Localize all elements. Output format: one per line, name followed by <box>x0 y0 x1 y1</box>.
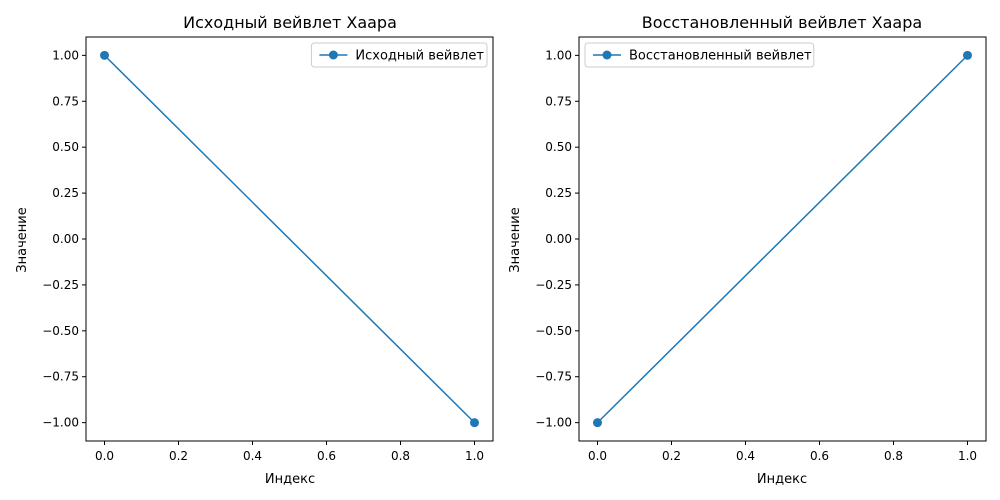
x-tick-label: 0.0 <box>95 449 114 463</box>
y-tick-label: 0.00 <box>52 232 79 246</box>
x-tick-label: 0.8 <box>391 449 410 463</box>
legend-label: Восстановленный вейвлет <box>629 49 812 64</box>
legend-marker-swatch <box>602 50 612 60</box>
data-point <box>593 418 602 428</box>
y-tick-label: −1.00 <box>535 416 572 430</box>
y-tick-label: −0.50 <box>42 324 79 338</box>
y-axis-label: Значение <box>15 207 30 272</box>
y-tick-label: 1.00 <box>52 48 79 62</box>
legend-label: Исходный вейвлет <box>355 49 484 64</box>
y-tick-label: 0.25 <box>52 186 79 200</box>
data-point <box>963 50 972 60</box>
legend-box <box>310 42 488 68</box>
series-line <box>103 54 476 424</box>
chart-original-wavelet: Исходный вейвлет Хаара Индекс Значение 0… <box>15 13 494 487</box>
y-tick-label: 0.75 <box>545 94 572 108</box>
x-axis-label: Индекс <box>757 472 807 487</box>
y-tick-label: 0.00 <box>545 232 572 246</box>
y-tick-label: −0.25 <box>42 278 79 292</box>
x-tick-label: 0.2 <box>169 449 188 463</box>
legend-marker-swatch <box>328 50 338 60</box>
y-tick-label: 0.25 <box>545 186 572 200</box>
legend: Восстановленный вейвлет <box>584 42 815 68</box>
y-tick-label: 0.50 <box>545 140 572 154</box>
y-tick-label: −0.75 <box>535 370 572 384</box>
chart-title: Восстановленный вейвлет Хаара <box>642 13 922 32</box>
x-tick-label: 0.8 <box>884 449 903 463</box>
x-tick-label: 0.4 <box>243 449 262 463</box>
y-tick-label: −1.00 <box>42 416 79 430</box>
y-tick-label: −0.50 <box>535 324 572 338</box>
legend: Исходный вейвлет <box>310 42 488 68</box>
y-tick-label: 0.75 <box>52 94 79 108</box>
y-axis-label: Значение <box>508 207 523 272</box>
data-point <box>100 50 109 60</box>
legend-box <box>584 42 815 68</box>
x-tick-label: 0.0 <box>588 449 607 463</box>
x-tick-label: 0.6 <box>317 449 336 463</box>
chart-reconstructed-wavelet: Восстановленный вейвлет Хаара Индекс Зна… <box>508 13 987 487</box>
x-tick-label: 1.0 <box>958 449 977 463</box>
y-tick-label: −0.25 <box>535 278 572 292</box>
data-point <box>470 418 479 428</box>
y-tick-label: −0.75 <box>42 370 79 384</box>
plot-area: 0.0 0.2 0.4 0.6 0.8 1.0 1.00 0.75 0.50 0.25 0.00 −0… <box>535 36 987 463</box>
x-tick-label: 0.6 <box>810 449 829 463</box>
x-tick-label: 1.0 <box>465 449 484 463</box>
x-axis-label: Индекс <box>265 472 315 487</box>
series-line <box>596 54 969 424</box>
plot-area: 0.0 0.2 0.4 0.6 0.8 1.0 1.00 0.75 0.50 0.25 0.00 −0… <box>42 36 494 463</box>
x-tick-label: 0.4 <box>736 449 755 463</box>
x-tick-label: 0.2 <box>662 449 681 463</box>
y-tick-label: 0.50 <box>52 140 79 154</box>
chart-title: Исходный вейвлет Хаара <box>183 13 397 32</box>
y-tick-label: 1.00 <box>545 48 572 62</box>
